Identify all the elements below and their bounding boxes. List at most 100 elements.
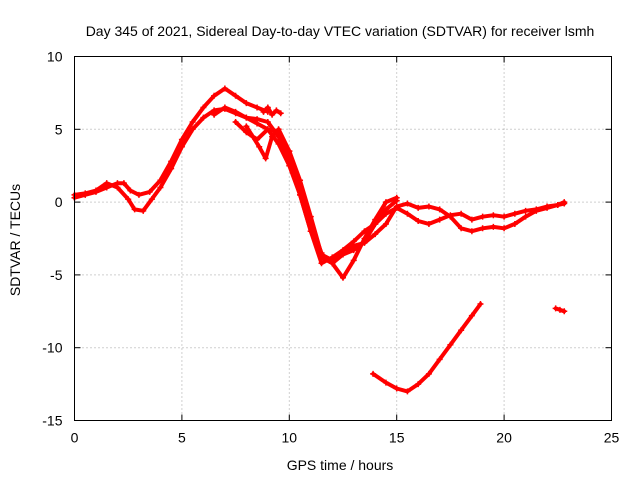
data-point: [522, 213, 529, 220]
data-point: [468, 228, 475, 235]
data-point: [243, 114, 250, 121]
data-point: [211, 92, 218, 99]
data-point: [221, 85, 228, 92]
data-point: [269, 111, 276, 118]
data-point: [544, 204, 551, 211]
series-track-9: [552, 305, 568, 315]
data-point: [511, 220, 518, 227]
data-point: [125, 196, 132, 203]
data-point: [103, 180, 110, 187]
data-point: [479, 225, 486, 232]
tick-labels: 0 5 10 15 20 25 -15 -10 -5 0 5 10: [42, 49, 619, 446]
y-axis-label: SDTVAR / TECUs: [7, 184, 23, 296]
data-point: [318, 254, 325, 261]
data-point: [200, 104, 207, 111]
data-point: [404, 200, 411, 207]
x-tick-label: 5: [178, 430, 186, 446]
data-point: [458, 210, 465, 217]
data-point: [178, 143, 185, 150]
data-point: [340, 251, 346, 258]
data-point: [120, 180, 127, 187]
data-point: [479, 213, 486, 220]
data-point: [415, 381, 422, 388]
data-point: [447, 213, 454, 220]
series-track-8: [370, 301, 484, 395]
data-point: [318, 260, 325, 267]
data-point: [286, 155, 293, 162]
data-point: [415, 204, 422, 211]
data-point: [243, 100, 250, 107]
series-track-6: [260, 104, 284, 118]
series-group: [71, 85, 568, 395]
data-point: [297, 191, 304, 198]
data-point: [256, 143, 263, 150]
data-point: [254, 104, 261, 111]
y-tick-label: 10: [47, 49, 63, 65]
data-point: [415, 218, 422, 225]
data-point: [232, 108, 239, 115]
data-point: [350, 257, 357, 264]
data-point: [307, 228, 314, 235]
x-tick-label: 0: [71, 430, 79, 446]
data-point: [425, 370, 432, 377]
data-point: [275, 126, 282, 133]
data-point: [436, 206, 443, 213]
data-point: [127, 187, 134, 194]
data-point: [490, 223, 497, 230]
data-point: [404, 388, 411, 395]
data-point: [404, 210, 411, 217]
data-point: [552, 305, 559, 312]
plot-frame: [74, 56, 612, 421]
y-tick-label: -15: [42, 413, 62, 429]
data-point: [561, 308, 568, 315]
data-point: [501, 213, 508, 220]
x-tick-label: 25: [604, 430, 620, 446]
data-point: [157, 184, 164, 191]
data-point: [436, 356, 443, 363]
data-point: [221, 104, 228, 111]
series-line: [72, 106, 324, 256]
data-point: [262, 155, 269, 162]
data-point: [148, 196, 155, 203]
data-point: [468, 216, 475, 223]
data-point: [372, 216, 379, 223]
series-line: [276, 134, 399, 280]
chart-title: Day 345 of 2021, Sidereal Day-to-day VTE…: [86, 23, 595, 39]
data-point: [92, 187, 99, 194]
data-point: [382, 379, 389, 386]
data-point: [211, 111, 218, 118]
data-point: [277, 110, 284, 117]
data-point: [200, 114, 207, 121]
data-point: [168, 165, 175, 172]
data-point: [522, 207, 529, 214]
data-point: [275, 133, 282, 140]
data-point: [82, 190, 89, 197]
data-point: [382, 206, 389, 213]
data-point: [146, 188, 153, 195]
data-point: [370, 370, 377, 377]
y-tick-label: 0: [55, 194, 63, 210]
data-point: [114, 184, 121, 191]
y-tick-label: 5: [55, 121, 63, 137]
data-point: [561, 200, 568, 207]
data-point: [264, 119, 271, 126]
data-point: [556, 306, 563, 313]
data-point: [393, 194, 400, 201]
data-point: [425, 203, 432, 210]
series-line: [244, 124, 399, 266]
data-point: [501, 225, 508, 232]
data-point: [260, 108, 267, 115]
series-track-3: [211, 104, 568, 267]
y-tick-label: -10: [42, 340, 62, 356]
data-point: [511, 210, 518, 217]
series-track-5: [243, 123, 400, 267]
data-point: [361, 235, 368, 242]
data-point: [232, 119, 239, 126]
data-point: [264, 126, 271, 133]
data-point: [425, 220, 432, 227]
data-point: [458, 225, 465, 232]
data-point: [468, 312, 475, 319]
data-point: [243, 123, 250, 130]
data-point: [249, 133, 256, 140]
